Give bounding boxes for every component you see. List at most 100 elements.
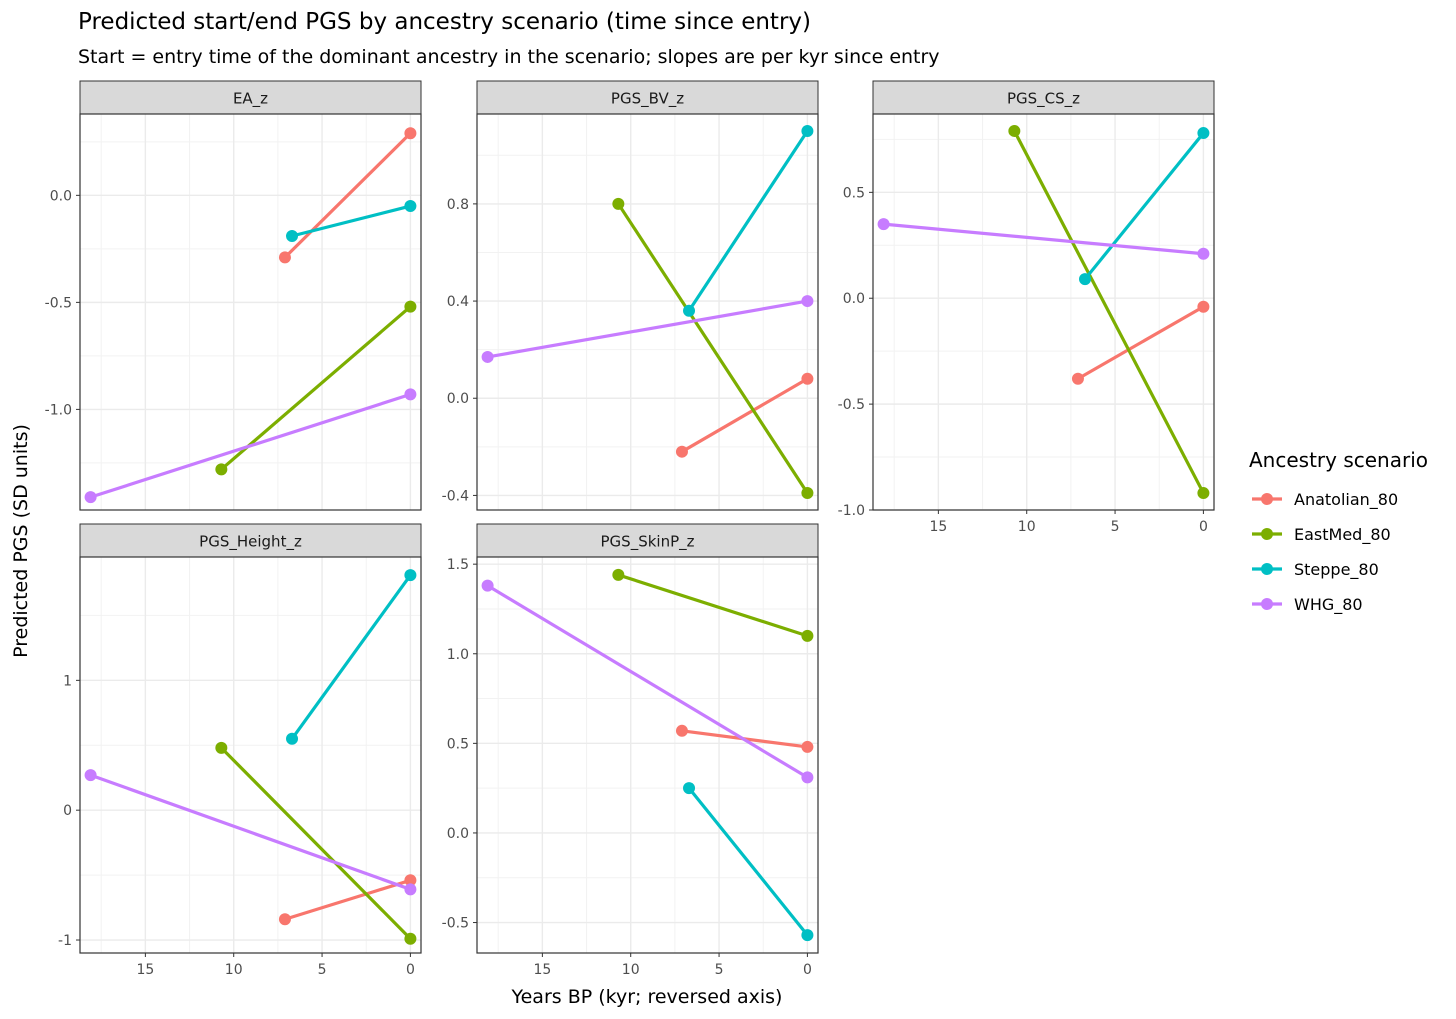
data-point: [612, 568, 625, 581]
data-point: [1197, 127, 1210, 140]
legend-item-Anatolian_80: Anatolian_80: [1252, 490, 1398, 510]
series-line: [90, 773, 411, 891]
facet-strip: [79, 523, 422, 558]
data-point: [683, 304, 696, 317]
data-point: [801, 740, 814, 753]
data-point: [286, 732, 299, 745]
series-EastMed_80: [612, 568, 814, 642]
series-line: [291, 204, 411, 238]
series-line: [487, 299, 808, 359]
data-point: [801, 629, 814, 642]
series-line: [883, 222, 1204, 256]
legend-item-WHG_80: WHG_80: [1252, 595, 1363, 615]
data-point: [404, 300, 417, 313]
legend-label: Steppe_80: [1294, 560, 1379, 580]
x-tick-label: 15: [929, 519, 947, 535]
x-tick-label: 5: [1111, 519, 1120, 535]
y-tick-label: 1: [63, 673, 72, 689]
panel-PGS_CS_z: PGS_CS_z 0.5 0.0 -0.5 -1.0 15 10 5 0: [838, 80, 1215, 535]
data-point: [801, 771, 814, 784]
y-tick-label: 0.5: [447, 736, 469, 752]
series-line: [220, 746, 412, 940]
data-point: [801, 486, 814, 499]
series-Steppe_80: [286, 569, 417, 745]
x-tick-label: 0: [803, 962, 812, 978]
data-point: [278, 913, 291, 926]
facet-strip-label: PGS_BV_z: [611, 90, 684, 109]
y-tick-label: 0.8: [447, 197, 469, 213]
series-Anatolian_80: [278, 874, 417, 926]
data-point: [1008, 124, 1021, 137]
data-point: [1197, 487, 1210, 500]
y-tick-label: -1: [58, 933, 72, 949]
y-tick-label: 0.0: [447, 391, 469, 407]
series-line: [1083, 132, 1205, 281]
x-tick-label: 5: [318, 962, 327, 978]
x-tick-label: 15: [136, 962, 154, 978]
series-line: [687, 130, 809, 312]
x-tick-label: 10: [622, 962, 640, 978]
data-point: [481, 350, 494, 363]
data-point: [1197, 247, 1210, 260]
data-point: [877, 218, 890, 231]
series-Anatolian_80: [1071, 300, 1210, 385]
series-line: [617, 203, 809, 494]
y-tick-label: 1.5: [447, 557, 469, 573]
data-point: [404, 200, 417, 213]
y-tick-label: -0.4: [442, 488, 469, 504]
facet-strip-label: PGS_SkinP_z: [601, 533, 695, 552]
legend-key-point: [1261, 493, 1273, 505]
x-tick-label: 10: [225, 962, 243, 978]
series-WHG_80: [481, 579, 814, 784]
series-EastMed_80: [215, 741, 417, 945]
legend-key-point: [1261, 563, 1273, 575]
data-point: [404, 388, 417, 401]
series-line: [90, 392, 411, 499]
chart-title: Predicted start/end PGS by ancestry scen…: [78, 9, 811, 35]
data-point: [404, 874, 417, 887]
series-line: [681, 377, 809, 454]
series-Anatolian_80: [675, 724, 814, 753]
panel-background: [477, 557, 818, 953]
series-Steppe_80: [683, 782, 814, 942]
facet-strip: [476, 80, 819, 115]
series-WHG_80: [877, 218, 1210, 260]
data-point: [1197, 300, 1210, 313]
panel-background: [477, 114, 818, 510]
legend-title: Ancestry scenario: [1249, 448, 1428, 472]
panels: EA_z0.0-0.5-1.0PGS_BV_z0.80.40.0-0.4PGS_…: [45, 80, 1215, 978]
series-EastMed_80: [215, 300, 417, 476]
series-line: [687, 787, 809, 937]
legend-key-point: [1261, 528, 1273, 540]
panel-PGS_BV_z: PGS_BV_z 0.8 0.4 0.0 -0.4: [442, 80, 819, 511]
x-tick-label: 10: [1018, 519, 1036, 535]
legend-label: Anatolian_80: [1294, 490, 1398, 510]
data-point: [404, 127, 417, 140]
x-axis-label: Years BP (kyr; reversed axis): [511, 986, 783, 1008]
x-tick-label: 0: [1199, 519, 1208, 535]
series-Steppe_80: [1079, 127, 1210, 286]
data-point: [1071, 372, 1084, 385]
legend-key-point: [1261, 598, 1273, 610]
panel-PGS_Height_z: PGS_Height_z10-115 10 5 0: [58, 523, 422, 978]
series-WHG_80: [84, 388, 417, 504]
legend-item-EastMed_80: EastMed_80: [1252, 525, 1391, 545]
data-point: [215, 463, 228, 476]
facet-strip: [79, 80, 422, 115]
y-tick-label: 0.0: [447, 826, 469, 842]
facet-strip: [476, 523, 819, 558]
series-line: [1077, 305, 1205, 381]
y-tick-label: 0.0: [50, 188, 72, 204]
data-point: [683, 782, 696, 795]
data-point: [612, 197, 625, 210]
data-point: [675, 724, 688, 737]
panel-border: [872, 113, 1215, 511]
series-line: [284, 878, 411, 921]
y-tick-label: 0.4: [447, 294, 469, 310]
legend: Ancestry scenario Anatolian_80 EastMed_80…: [1249, 448, 1428, 615]
y-tick-label: -0.5: [45, 295, 72, 311]
y-tick-label: -1.0: [45, 402, 72, 418]
x-tick-label: 15: [533, 962, 551, 978]
series-EastMed_80: [612, 197, 814, 499]
y-tick-label: 0: [63, 803, 72, 819]
